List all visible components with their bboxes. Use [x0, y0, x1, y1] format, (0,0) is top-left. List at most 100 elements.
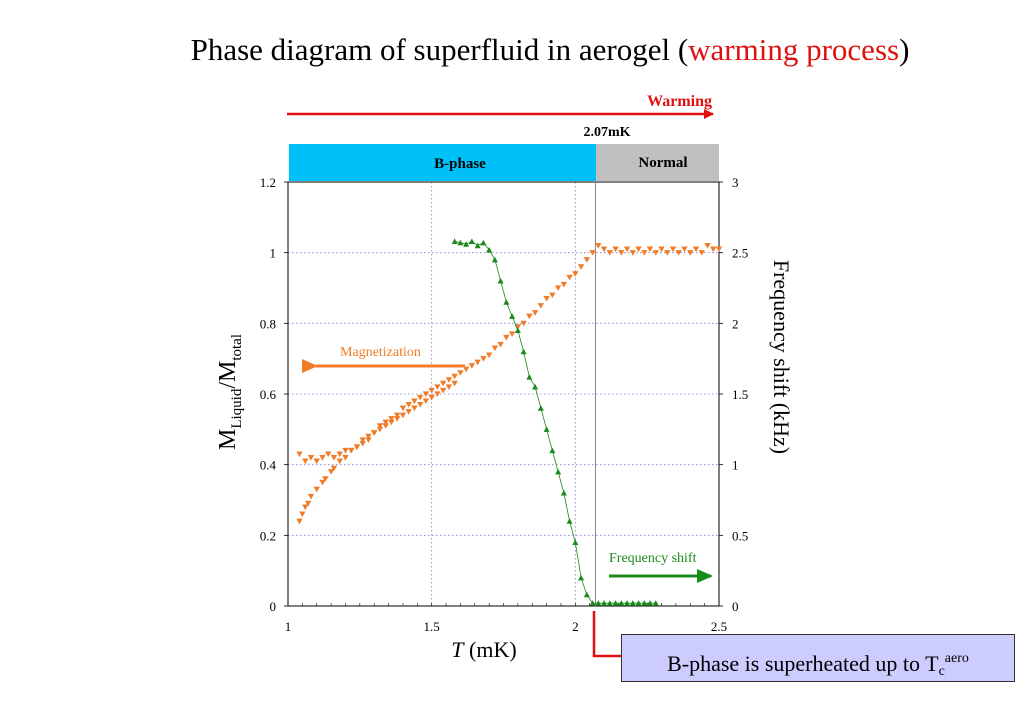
magnetization-point	[537, 303, 545, 309]
magnetization-point	[296, 518, 303, 525]
y-tick-label: 0	[270, 599, 277, 614]
magnetization-point	[330, 455, 338, 461]
magnetization-point	[422, 391, 430, 397]
magnetization-point	[348, 447, 355, 454]
normal-label: Normal	[638, 155, 687, 171]
magnetization-point	[457, 370, 464, 376]
magnetization-point	[353, 444, 361, 450]
magnetization-point	[589, 250, 596, 256]
frequency-shift-point	[641, 600, 648, 606]
magnetization-point	[411, 405, 418, 412]
frequency-shift-point	[589, 600, 596, 606]
magnetization-point	[664, 250, 671, 256]
magnetization-point	[388, 416, 395, 422]
magnetization-point	[554, 285, 562, 291]
magnetization-series	[296, 243, 723, 525]
b-phase-band	[289, 144, 596, 181]
y2-tick-label: 1.5	[732, 387, 748, 402]
frequency-shift-point	[543, 426, 550, 432]
normal-band	[596, 144, 719, 181]
magnetization-point	[399, 405, 407, 412]
magnetization-point	[393, 412, 401, 419]
magnetization-point	[658, 246, 665, 253]
magnetization-point	[428, 394, 435, 401]
y-tick-label: 0.4	[260, 458, 277, 473]
magnetization-point	[405, 402, 412, 408]
magnetization-point	[560, 281, 568, 288]
page-title: Phase diagram of superfluid in aerogel (…	[0, 32, 1024, 68]
frequency-shift-point	[451, 238, 458, 244]
magnetization-point	[359, 437, 366, 443]
y2-tick-label: 2.5	[732, 246, 748, 261]
magnetization-point	[428, 387, 435, 394]
magnetization-point	[468, 363, 476, 369]
magnetization-point	[526, 313, 533, 320]
magnetization-point	[304, 500, 312, 507]
magnetization-point	[681, 246, 688, 253]
frequency-shift-point	[583, 591, 590, 598]
grid-lines	[288, 182, 719, 606]
y2-axis-label: Frequency shift (kHz)	[769, 260, 794, 454]
y-tick-label: 1.2	[260, 175, 276, 190]
magnetization-point	[330, 465, 338, 472]
magnetization-point	[606, 250, 614, 256]
magnetization-point	[577, 264, 585, 270]
magnetization-point	[451, 373, 458, 380]
frequency-shift-series	[451, 238, 659, 606]
magnetization-point	[325, 451, 332, 458]
frequency-shift-point	[566, 518, 573, 524]
magnetization-point	[416, 394, 424, 401]
x-axis-label: T (mK)	[451, 637, 516, 662]
magnetization-point	[327, 469, 335, 475]
magnetization-point	[365, 433, 372, 440]
magnetization-point	[319, 455, 326, 461]
frequency-shift-point	[635, 600, 642, 606]
axis-ticks: 1 1.5 2 2.5 0 0.2 0.4 0.6 0.8 1 1.2 0 0.5 1 1.5 2 2.5 3	[260, 175, 749, 634]
magnetization-point	[451, 380, 458, 387]
magnetization-point	[531, 310, 539, 316]
magnetization-point	[595, 243, 602, 249]
magnetization-point	[572, 271, 579, 277]
magnetization-point	[393, 416, 401, 422]
frequency-shift-point	[526, 374, 533, 380]
magnetization-point	[376, 423, 384, 429]
y2-tick-label: 2	[732, 316, 739, 331]
frequency-shift-line	[454, 240, 656, 604]
magnetization-point	[319, 479, 326, 486]
magnetization-point	[669, 246, 677, 253]
magnetization-point	[635, 246, 642, 253]
title-main: Phase diagram of superfluid in aerogel (	[190, 32, 689, 67]
frequency-shift-point	[629, 600, 636, 606]
y-tick-label: 0.6	[260, 387, 277, 402]
magnetization-point	[618, 250, 625, 256]
magnetization-point	[382, 419, 389, 426]
magnetization-point	[623, 246, 631, 253]
magnetization-point	[416, 402, 424, 408]
magnetization-point	[503, 334, 510, 341]
frequency-shift-point	[497, 277, 504, 284]
frequency-shift-point	[537, 405, 544, 411]
magnetization-point	[336, 458, 343, 465]
frequency-shift-point	[601, 600, 608, 606]
magnetization-point	[371, 430, 378, 436]
magnetization-point	[543, 296, 550, 302]
magnetization-annotation: Magnetization	[340, 345, 421, 360]
frequency-shift-point	[572, 539, 579, 545]
magnetization-point	[485, 352, 493, 359]
frequency-shift-annotation: Frequency shift	[609, 551, 697, 566]
magnetization-point	[641, 250, 648, 256]
magnetization-point	[675, 250, 682, 256]
magnetization-point	[313, 458, 320, 465]
warming-label: Warming	[647, 93, 712, 110]
y2-tick-label: 1	[732, 458, 739, 473]
frequency-shift-point	[618, 600, 625, 606]
magnetization-point	[434, 391, 441, 397]
frequency-shift-point	[480, 239, 487, 246]
magnetization-point	[687, 250, 694, 256]
magnetization-point	[474, 359, 481, 366]
frequency-shift-point	[532, 383, 539, 390]
magnetization-point	[307, 455, 315, 461]
frequency-shift-point	[624, 600, 631, 606]
magnetization-point	[600, 246, 608, 253]
